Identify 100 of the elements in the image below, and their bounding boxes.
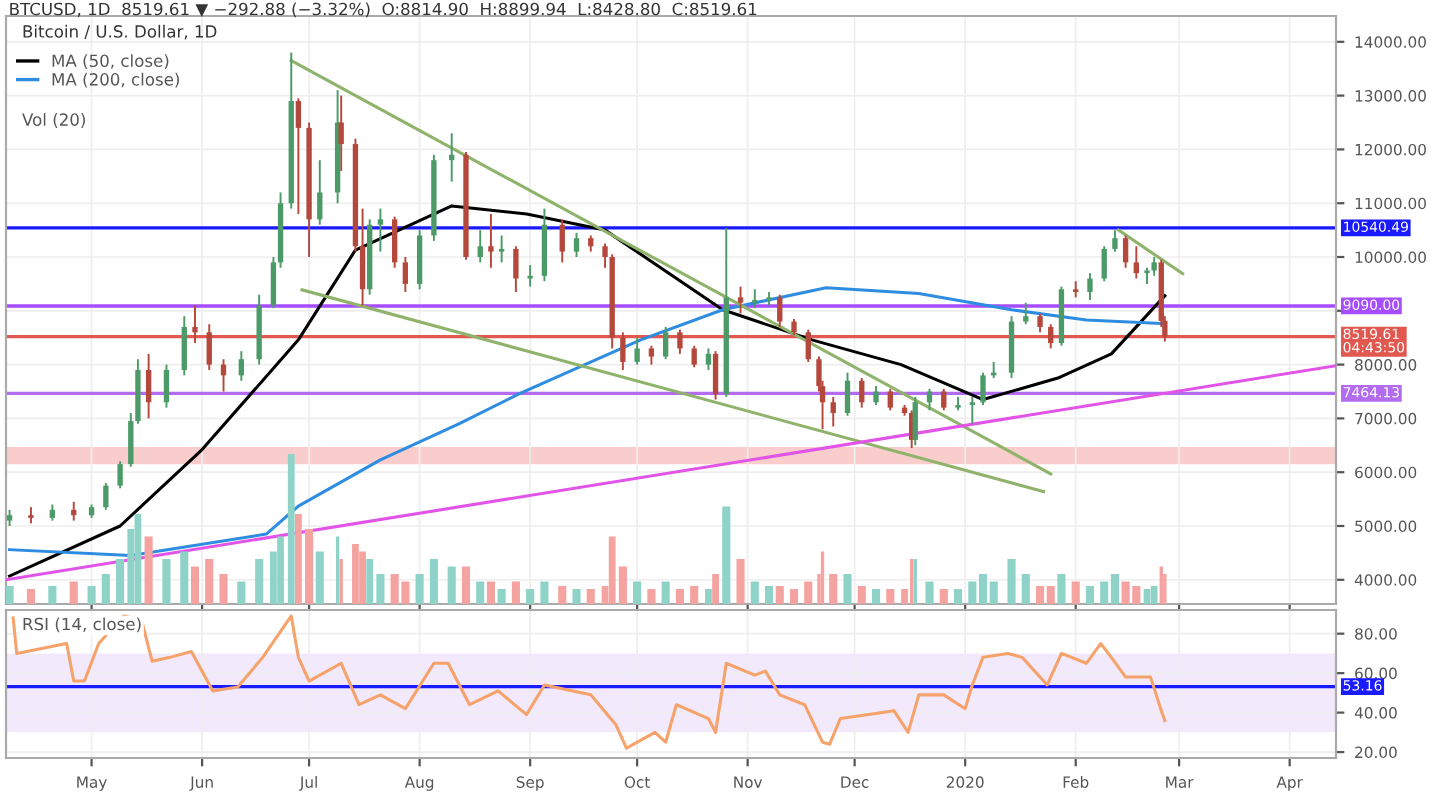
bar	[722, 506, 731, 604]
chart-subtitle: Bitcoin / U.S. Dollar, 1D	[23, 24, 217, 40]
candlestick	[295, 97, 302, 215]
bar	[461, 566, 471, 604]
legend-label: MA (200, close)	[52, 72, 179, 88]
bar	[1021, 574, 1030, 604]
bar	[237, 581, 246, 604]
bar	[486, 581, 495, 604]
candlestick	[513, 245, 519, 293]
chart-title: RSI (14, close)	[23, 617, 141, 633]
bar	[925, 581, 934, 604]
line-series	[8, 204, 1167, 578]
candlestick	[206, 323, 212, 371]
candlestick	[359, 207, 366, 307]
candlestick	[338, 94, 344, 172]
bar	[219, 574, 228, 604]
bar	[69, 581, 78, 604]
candlestick	[1133, 245, 1139, 280]
candlestick	[317, 159, 323, 226]
candlestick	[941, 387, 947, 412]
bar	[1007, 559, 1016, 604]
bar	[1150, 586, 1158, 604]
candlestick	[377, 207, 384, 253]
bar	[352, 544, 359, 604]
bar	[804, 581, 813, 604]
bar	[736, 559, 745, 604]
bar	[540, 581, 549, 604]
candlestick	[859, 377, 865, 409]
candlestick	[1023, 301, 1029, 326]
bar	[205, 559, 214, 604]
candlestick	[691, 344, 697, 369]
bar	[511, 581, 520, 604]
bar	[953, 589, 963, 604]
candlestick	[634, 336, 640, 366]
candlestick	[391, 215, 398, 269]
line-series	[11, 614, 1167, 750]
bar	[871, 589, 881, 604]
candlestick	[1037, 312, 1043, 334]
bar	[526, 589, 535, 604]
bar	[586, 589, 595, 604]
candlestick	[238, 350, 245, 382]
bar	[429, 559, 438, 604]
bar	[939, 589, 948, 604]
bar	[633, 581, 642, 604]
candlestick	[1048, 323, 1054, 350]
candlestick	[573, 231, 580, 258]
bar	[144, 536, 153, 604]
bar	[829, 574, 838, 604]
candlestick	[1122, 234, 1129, 269]
bar	[712, 574, 719, 604]
bar	[277, 536, 284, 604]
legend-label: MA (50, close)	[52, 54, 169, 69]
candlestick	[677, 328, 683, 355]
chart-title: Vol (20)	[22, 113, 85, 128]
bar	[162, 559, 171, 604]
bar	[1071, 581, 1080, 604]
candlestick	[737, 285, 744, 315]
bar	[1057, 574, 1066, 604]
bar	[647, 589, 656, 604]
candlestick	[103, 481, 109, 511]
bar	[886, 589, 895, 604]
bar	[705, 589, 712, 604]
bar	[255, 559, 264, 604]
candlestick	[145, 352, 152, 420]
bar	[497, 589, 506, 604]
candlestick	[830, 395, 836, 428]
candlestick	[873, 385, 879, 406]
candlestick	[527, 264, 533, 288]
candlestick	[969, 395, 975, 425]
candlestick	[912, 395, 918, 447]
candlestick	[887, 387, 893, 412]
bar	[764, 586, 774, 604]
bar	[661, 581, 670, 604]
candlestick	[620, 331, 626, 371]
candlestick	[163, 363, 170, 409]
bar	[843, 574, 852, 604]
bar	[48, 586, 57, 604]
bar	[750, 581, 759, 604]
bar	[190, 566, 200, 604]
bar	[857, 586, 866, 604]
candlestick	[1151, 256, 1157, 277]
candlestick	[270, 256, 277, 310]
chart-title: BTCUSD, 1D 8519.61 ▼ −292.88 (−3.32%) O:8814.90 H:8899.94 L:8428.80 C:8519.61	[10, 2, 757, 18]
candlestick	[752, 288, 758, 310]
candlestick	[648, 344, 655, 366]
bar	[415, 574, 424, 604]
bar	[101, 574, 110, 604]
candlestick	[1087, 272, 1093, 302]
candlestick	[559, 218, 565, 264]
bar	[558, 586, 567, 604]
candlestick	[777, 293, 783, 328]
bar	[1085, 586, 1095, 604]
bar	[359, 551, 366, 604]
bar	[789, 589, 799, 604]
candlestick	[402, 256, 409, 293]
candlestick	[712, 350, 719, 401]
candlestick	[1101, 245, 1107, 283]
bar	[287, 454, 295, 604]
bar	[26, 589, 36, 604]
candlestick	[844, 371, 851, 417]
